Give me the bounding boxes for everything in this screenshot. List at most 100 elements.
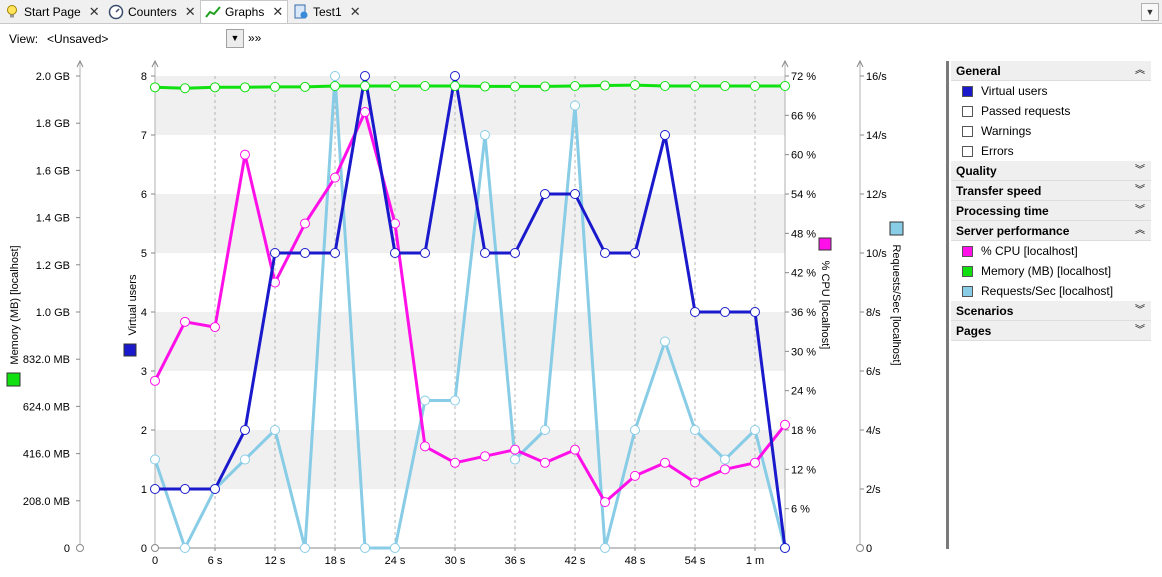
data-point-virtual-users <box>150 484 160 494</box>
series-checkbox[interactable] <box>962 85 973 97</box>
expand-chevron-icon[interactable]: ︾ <box>1135 185 1145 196</box>
section-title: Transfer speed <box>956 184 1042 198</box>
data-point-memory-mb-localhost <box>390 80 400 91</box>
data-point-virtual-users <box>180 484 190 494</box>
tab-list-dropdown-button[interactable]: ▼ <box>1141 3 1159 21</box>
collapse-chevron-icon[interactable]: ︽ <box>1135 65 1145 76</box>
view-more-button[interactable]: »» <box>248 31 262 45</box>
series-checkbox[interactable] <box>962 145 973 157</box>
series-item-memory-mb-localhost[interactable]: Memory (MB) [localhost] <box>951 261 1151 281</box>
section-header-scenarios[interactable]: Scenarios ︾ <box>951 301 1151 321</box>
close-icon[interactable]: ✕ <box>184 3 196 19</box>
series-item--cpu-localhost[interactable]: % CPU [localhost] <box>951 241 1151 261</box>
x-tick-label: 12 s <box>265 555 286 567</box>
collapse-chevron-icon[interactable]: ︽ <box>1135 225 1145 236</box>
section-title: General <box>956 64 1001 78</box>
data-point-virtual-users <box>270 248 280 258</box>
series-item-requests-sec-localhost[interactable]: Requests/Sec [localhost] <box>951 281 1151 301</box>
series-item-errors[interactable]: Errors <box>951 141 1151 161</box>
virtual-users-color-swatch <box>123 343 137 357</box>
series-item-warnings[interactable]: Warnings <box>951 121 1151 141</box>
close-icon[interactable]: ✕ <box>88 3 100 19</box>
view-toolbar: View: <Unsaved> ▼ »» <box>0 24 1162 52</box>
section-header-server-performance[interactable]: Server performance ︽ <box>951 221 1151 241</box>
data-point-memory-mb-localhost <box>720 80 730 91</box>
series-checkbox[interactable] <box>962 245 973 257</box>
virtual-users-tick-label: 2 <box>141 425 147 437</box>
expand-chevron-icon[interactable]: ︾ <box>1135 165 1145 176</box>
tab-test1[interactable]: Test1 ✕ <box>289 1 364 22</box>
tab-counters[interactable]: Counters ✕ <box>104 1 199 22</box>
x-tick-label: 0 <box>152 555 158 567</box>
requests-color-swatch <box>889 221 904 236</box>
section-title: Pages <box>956 324 992 338</box>
data-point-requests-sec-localhost <box>240 454 250 465</box>
section-header-general[interactable]: General ︽ <box>951 61 1151 81</box>
data-point-memory-mb-localhost <box>690 80 700 91</box>
x-tick-label: 42 s <box>565 555 586 567</box>
panel-splitter[interactable] <box>946 61 949 549</box>
cpu-tick-label: 54 % <box>791 189 816 201</box>
section-header-processing-time[interactable]: Processing time ︾ <box>951 201 1151 221</box>
data-point--cpu-localhost <box>360 107 370 118</box>
requests-tick-label: 16/s <box>866 71 887 83</box>
series-checkbox[interactable] <box>962 265 973 277</box>
data-point-virtual-users <box>750 307 760 317</box>
data-point-requests-sec-localhost <box>270 425 280 435</box>
view-dropdown-button[interactable]: ▼ <box>226 29 244 48</box>
expand-chevron-icon[interactable]: ︾ <box>1135 205 1145 216</box>
data-point-memory-mb-localhost <box>240 82 250 93</box>
close-icon[interactable]: ✕ <box>349 3 361 19</box>
series-checkbox[interactable] <box>962 105 973 117</box>
memory-tick-label: 1.2 GB <box>36 260 70 272</box>
tab-label: Graphs <box>225 5 265 19</box>
virtual-users-tick-label: 5 <box>141 248 147 260</box>
grid-band <box>155 312 785 371</box>
data-point--cpu-localhost <box>780 419 790 430</box>
section-title: Scenarios <box>956 304 1014 318</box>
memory-tick-label: 1.6 GB <box>36 165 70 177</box>
data-point-virtual-users <box>570 189 580 199</box>
x-tick-label: 6 s <box>208 555 223 567</box>
series-checkbox[interactable] <box>962 125 973 137</box>
expand-chevron-icon[interactable]: ︾ <box>1135 325 1145 336</box>
cpu-tick-label: 30 % <box>791 346 816 358</box>
tab-start-page[interactable]: Start Page ✕ <box>0 1 103 22</box>
series-panel: General ︽ Virtual users Passed requests Warn… <box>951 61 1151 547</box>
data-point--cpu-localhost <box>450 457 460 468</box>
view-select[interactable]: <Unsaved> <box>47 32 109 46</box>
data-point--cpu-localhost <box>690 477 700 488</box>
data-point--cpu-localhost <box>480 451 490 462</box>
close-icon[interactable]: ✕ <box>272 4 284 19</box>
cpu-tick-label: 12 % <box>791 464 816 476</box>
requests-tick-label: 6/s <box>866 366 881 378</box>
data-point-virtual-users <box>690 307 700 317</box>
data-point-memory-mb-localhost <box>600 80 610 91</box>
series-line-virtual-users <box>155 74 787 549</box>
grid-band <box>155 194 785 253</box>
data-point-memory-mb-localhost <box>570 80 580 91</box>
data-point--cpu-localhost <box>750 457 760 468</box>
series-checkbox[interactable] <box>962 285 973 297</box>
section-header-quality[interactable]: Quality ︾ <box>951 161 1151 181</box>
section-header-transfer-speed[interactable]: Transfer speed ︾ <box>951 181 1151 201</box>
series-item-virtual-users[interactable]: Virtual users <box>951 81 1151 101</box>
data-point-requests-sec-localhost <box>420 395 430 406</box>
data-point-memory-mb-localhost <box>450 80 460 91</box>
x-tick-label: 36 s <box>505 555 526 567</box>
memory-tick-label: 208.0 MB <box>23 496 70 508</box>
data-point-memory-mb-localhost <box>750 80 760 91</box>
data-point-virtual-users <box>360 71 370 81</box>
data-point-requests-sec-localhost <box>450 395 460 406</box>
requests-tick-label: 2/s <box>866 484 881 496</box>
requests-tick-label: 10/s <box>866 248 887 260</box>
data-point-memory-mb-localhost <box>210 82 220 93</box>
data-point-requests-sec-localhost <box>570 100 580 111</box>
tab-graphs[interactable]: Graphs ✕ <box>200 0 288 23</box>
data-point--cpu-localhost <box>630 470 640 481</box>
series-item-passed-requests[interactable]: Passed requests <box>951 101 1151 121</box>
section-header-pages[interactable]: Pages ︾ <box>951 321 1151 341</box>
virtual-users-axis-title: Virtual users <box>127 274 139 335</box>
section-title: Quality <box>956 164 997 178</box>
expand-chevron-icon[interactable]: ︾ <box>1135 305 1145 316</box>
